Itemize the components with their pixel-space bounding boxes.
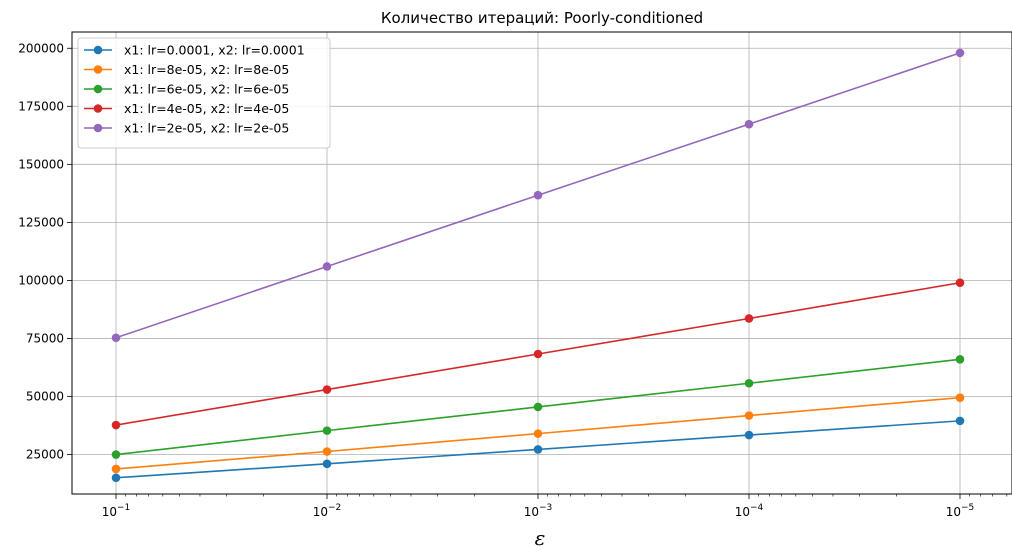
data-point [533, 402, 543, 412]
chart-title: Количество итераций: Poorly-conditioned [381, 9, 703, 27]
data-point [322, 447, 332, 456]
x-tick-label: 10−1 [102, 503, 131, 519]
data-point [955, 416, 965, 426]
data-point [533, 349, 543, 359]
data-point [533, 445, 543, 454]
data-point [744, 378, 754, 388]
y-tick-label: 50000 [26, 389, 64, 403]
data-point [111, 333, 121, 343]
data-point [111, 464, 121, 474]
data-point [111, 420, 121, 430]
y-tick-label: 100000 [18, 273, 64, 287]
legend-box [77, 37, 331, 149]
plot-frame [71, 31, 1012, 495]
y-tick-label: 150000 [18, 157, 64, 171]
legend-label: x1: lr=8e-05, x2: lr=8e-05 [124, 62, 289, 77]
data-point [955, 278, 965, 288]
y-tick-label: 200000 [18, 41, 64, 55]
legend: x1: lr=0.0001, x2: lr=0.0001 x1: lr=8e-05… [77, 37, 331, 149]
data-point [744, 411, 754, 420]
x-tick-label: 10−4 [735, 503, 764, 519]
legend-marker [93, 45, 103, 55]
data-point [533, 429, 543, 438]
data-point [744, 314, 754, 323]
data-point [322, 459, 332, 469]
y-axis-ticks: 25000 50000 75000 100000 125000 150000 175000 2… [18, 41, 72, 462]
data-point [322, 426, 332, 435]
data-point [744, 430, 754, 440]
x-tick-label: 10−2 [313, 503, 342, 519]
y-tick-label: 175000 [18, 99, 64, 113]
data-point [111, 450, 121, 459]
legend-label: x1: lr=6e-05, x2: lr=6e-05 [124, 82, 289, 97]
legend-label: x1: lr=4e-05, x2: lr=4e-05 [124, 101, 289, 116]
x-tick-label: 10−5 [946, 503, 975, 519]
legend-label: x1: lr=2e-05, x2: lr=2e-05 [124, 121, 289, 136]
legend-marker [93, 84, 103, 94]
y-tick-label: 125000 [18, 215, 64, 229]
y-tick-label: 25000 [26, 448, 64, 462]
data-point [955, 48, 965, 58]
data-point [955, 355, 965, 364]
legend-label: x1: lr=0.0001, x2: lr=0.0001 [124, 43, 305, 58]
legend-marker [93, 123, 103, 133]
legend-marker [93, 104, 103, 113]
y-tick-label: 75000 [26, 331, 64, 345]
legend-marker [93, 65, 103, 74]
data-point [111, 473, 121, 483]
data-point [744, 119, 754, 129]
x-tick-label: 10−3 [524, 503, 553, 519]
series-group [111, 48, 965, 483]
data-point [322, 385, 332, 394]
data-point [322, 262, 332, 271]
data-point [955, 393, 965, 402]
x-axis-label: ε [535, 526, 546, 550]
x-axis-ticks: 10−1 10−2 10−3 10−4 10−5 [102, 494, 1008, 519]
data-point [533, 190, 543, 200]
